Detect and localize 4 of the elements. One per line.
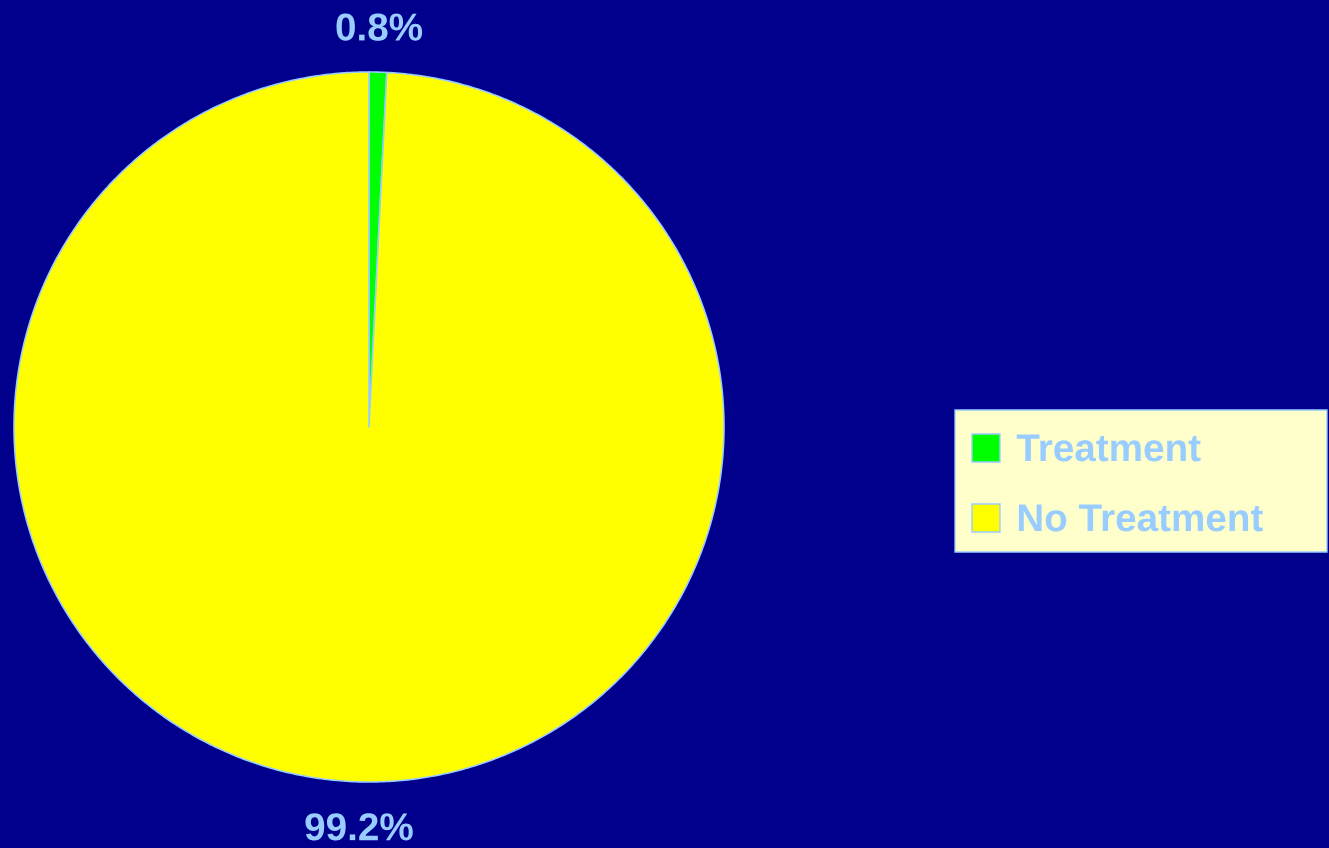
- legend-label: No Treatment: [1018, 504, 1263, 532]
- data-label: 99.2%: [305, 813, 413, 841]
- legend-label: Treatment: [1016, 434, 1201, 462]
- data-label: 0.8%: [336, 13, 423, 41]
